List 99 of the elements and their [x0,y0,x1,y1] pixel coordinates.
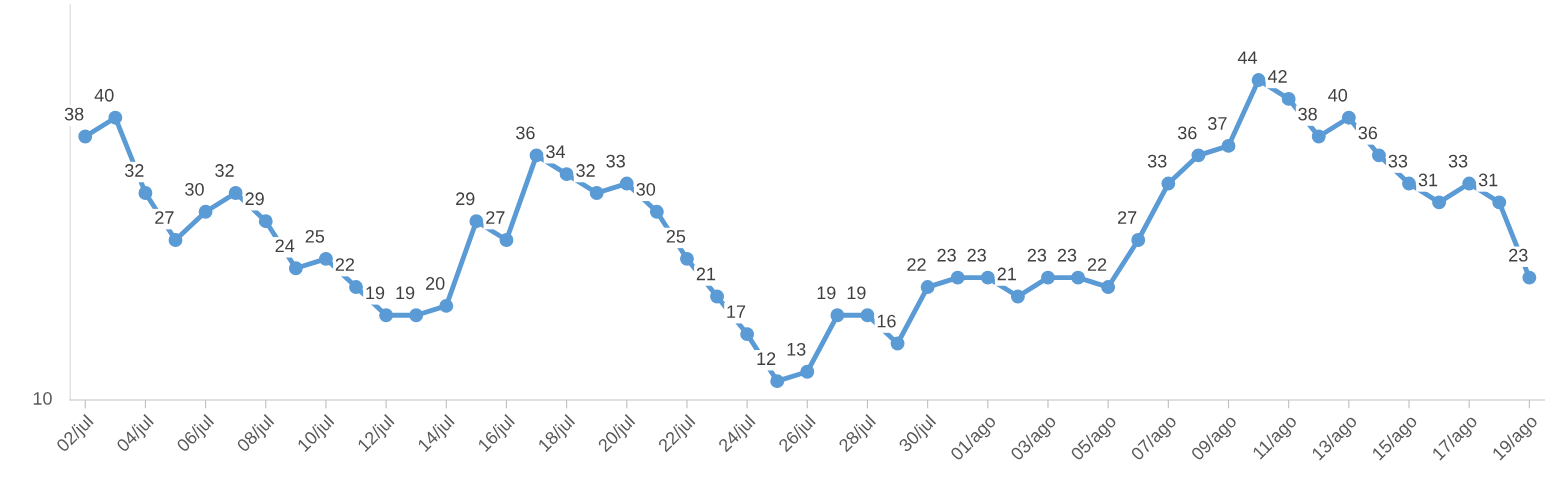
data-label: 29 [245,192,264,206]
point [198,204,213,219]
data-label: 44 [1237,51,1257,64]
data-label: 34 [546,145,566,159]
point [258,214,273,229]
data-label: 27 [486,211,505,224]
point [680,251,694,266]
data-label: 25 [305,229,325,243]
data-label: 23 [1509,248,1528,262]
point [409,308,424,323]
text: 10 [33,392,52,405]
point [379,308,394,323]
point [439,298,454,313]
point [890,336,905,351]
data-label: 16 [877,314,896,328]
data-label: 13 [787,342,806,356]
data-label: 21 [696,267,716,281]
point [589,186,604,200]
data-label: 29 [456,192,475,206]
data-label: 23 [1027,248,1047,262]
point [920,280,935,295]
data-label: 40 [94,88,114,102]
data-label: 33 [1147,154,1167,168]
point [1041,270,1055,285]
data-label: 20 [426,277,445,290]
point [1522,270,1537,285]
point [1101,280,1116,295]
data-label: 27 [155,211,174,224]
point [1161,176,1176,191]
point [800,364,815,379]
point [1251,73,1266,88]
point [1131,233,1146,247]
data-label: 42 [1267,70,1287,83]
point [1492,195,1507,210]
point [469,214,484,229]
data-label: 22 [907,258,926,271]
data-label: 12 [757,352,776,365]
data-label: 30 [636,182,656,196]
point [138,186,153,200]
point [1191,148,1206,163]
point [108,110,123,125]
data-label: 33 [1448,154,1468,168]
data-label: 19 [847,286,866,300]
point [980,270,995,285]
point [499,233,514,247]
point [1010,289,1025,304]
point [1071,270,1086,285]
point [770,374,785,389]
point [1402,176,1416,191]
point [1221,138,1236,153]
data-label: 23 [1057,248,1077,262]
data-label: 23 [967,248,986,262]
data-label: 19 [817,286,836,300]
point [529,148,544,163]
data-label: 38 [64,107,84,121]
data-label: 31 [1418,173,1438,187]
data-label: 33 [606,154,625,168]
point [830,308,845,323]
data-label: 30 [185,182,204,196]
data-label: 21 [997,267,1016,281]
point [228,186,243,200]
point [1341,110,1356,125]
data-label: 37 [1208,117,1227,130]
data-label: 25 [666,229,686,243]
data-label: 24 [275,239,295,252]
data-label: 17 [727,305,746,318]
data-label: 40 [1328,88,1348,102]
point [860,308,875,323]
point [288,261,303,276]
data-label: 32 [124,164,144,177]
point [78,129,93,144]
point [349,280,363,295]
point [318,251,333,266]
point [559,167,574,182]
data-label: 22 [335,258,355,271]
data-label: 19 [366,286,385,300]
data-label: 32 [576,164,595,177]
point [1462,176,1477,191]
data-label: 33 [1388,154,1408,168]
data-label: 27 [1118,211,1137,224]
data-label: 19 [396,286,415,300]
point [649,204,664,219]
data-label: 36 [516,126,535,140]
data-label: 31 [1478,173,1498,187]
point [619,176,634,191]
data-label: 22 [1087,258,1107,271]
data-label: 23 [937,248,956,262]
point [1371,148,1386,163]
point [168,233,183,247]
point [1432,195,1447,210]
point [1281,91,1296,106]
point [740,327,755,342]
point [950,270,965,285]
point [710,289,724,304]
data-label: 36 [1177,126,1197,140]
data-label: 32 [215,164,234,177]
data-label: 38 [1298,107,1317,121]
data-label: 36 [1358,126,1378,140]
point [1311,129,1326,144]
